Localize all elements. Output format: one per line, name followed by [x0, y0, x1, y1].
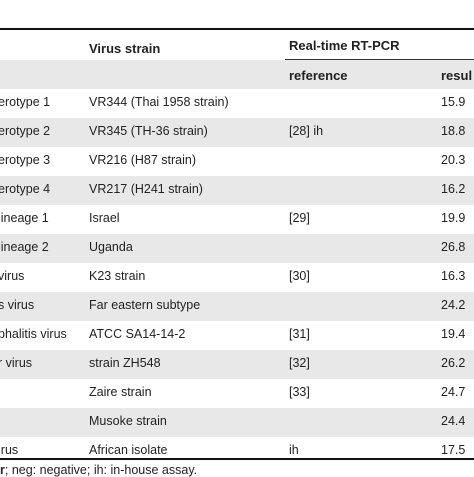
result-cell: 18.8	[441, 124, 466, 138]
virus-cell: r virus	[0, 356, 33, 370]
reference-cell: [29]	[289, 211, 310, 225]
table-row: Musoke strain 24.4	[0, 408, 474, 437]
reference-cell: [31]	[289, 327, 310, 341]
strain-cell: strain ZH548	[89, 356, 161, 370]
footnote-bold: r	[0, 463, 5, 477]
table-row: erotype 2 VR345 (TH-36 strain) [28] ih 18.8	[0, 118, 474, 147]
strain-cell: VR216 (H87 strain)	[89, 153, 196, 167]
subheader-row: reference resul	[0, 60, 474, 89]
result-cell: 19.9	[441, 211, 466, 225]
table-row: erotype 3 VR216 (H87 strain) 20.3	[0, 147, 474, 176]
table-row: erotype 4 VR217 (H241 strain) 16.2	[0, 176, 474, 205]
reference-cell: [30]	[289, 269, 310, 283]
table-row: r virus strain ZH548 [32] 26.2	[0, 350, 474, 379]
virus-cell: s virus	[0, 298, 35, 312]
reference-cell: ih	[289, 443, 299, 457]
strain-cell: VR344 (Thai 1958 strain)	[89, 95, 229, 109]
strain-cell: Israel	[89, 211, 120, 225]
virus-cell: virus	[0, 269, 25, 283]
footnote-text: ; neg: negative; ih: in-house assay.	[4, 463, 198, 477]
header-reference: reference	[289, 68, 348, 83]
result-cell: 24.2	[441, 298, 466, 312]
strain-cell: Far eastern subtype	[89, 298, 201, 312]
virus-cell: erotype 1	[0, 95, 51, 109]
strain-cell: VR345 (TH-36 strain)	[89, 124, 208, 138]
result-cell: 16.3	[441, 269, 466, 283]
strain-cell: African isolate	[89, 443, 168, 457]
header-real-time-rt-pcr: Real-time RT-PCR	[289, 38, 400, 53]
table-row: erotype 1 VR344 (Thai 1958 strain) 15.9	[0, 89, 474, 118]
virus-cell: erotype 3	[0, 153, 51, 167]
reference-cell: [33]	[289, 385, 310, 399]
table-row: virus K23 strain [30] 16.3	[0, 263, 474, 292]
table-row: lineage 2 Uganda 26.8	[0, 234, 474, 263]
result-cell: 15.9	[441, 95, 466, 109]
result-cell: 24.4	[441, 414, 466, 428]
header-subrule	[285, 59, 474, 60]
result-cell: 26.2	[441, 356, 466, 370]
header-virus-strain: Virus strain	[89, 41, 161, 56]
virus-cell: lineage 2	[0, 240, 49, 254]
table-row: irus African isolate ih 17.5	[0, 437, 474, 466]
header-result: resul	[441, 68, 473, 83]
strain-cell: K23 strain	[89, 269, 146, 283]
result-cell: 16.2	[441, 182, 466, 196]
table-row: phalitis virus ATCC SA14-14-2 [31] 19.4	[0, 321, 474, 350]
bottom-rule	[0, 458, 474, 460]
virus-cell: phalitis virus	[0, 327, 67, 341]
result-cell: 19.4	[441, 327, 466, 341]
table-row: Zaire strain [33] 24.7	[0, 379, 474, 408]
top-rule	[0, 28, 474, 30]
strain-cell: Zaire strain	[89, 385, 152, 399]
strain-cell: ATCC SA14-14-2	[89, 327, 186, 341]
table-row: s virus Far eastern subtype 24.2	[0, 292, 474, 321]
virus-cell: lineage 1	[0, 211, 49, 225]
result-cell: 20.3	[441, 153, 466, 167]
reference-cell: [28] ih	[289, 124, 324, 138]
table-row: lineage 1 Israel [29] 19.9	[0, 205, 474, 234]
result-cell: 26.8	[441, 240, 466, 254]
strain-cell: Uganda	[89, 240, 133, 254]
result-cell: 24.7	[441, 385, 466, 399]
virus-cell: irus	[0, 443, 19, 457]
virus-cell: erotype 4	[0, 182, 51, 196]
virus-cell: erotype 2	[0, 124, 51, 138]
strain-cell: VR217 (H241 strain)	[89, 182, 203, 196]
result-cell: 17.5	[441, 443, 466, 457]
reference-cell: [32]	[289, 356, 310, 370]
footnote: r; neg: negative; ih: in-house assay.	[0, 463, 197, 477]
strain-cell: Musoke strain	[89, 414, 167, 428]
